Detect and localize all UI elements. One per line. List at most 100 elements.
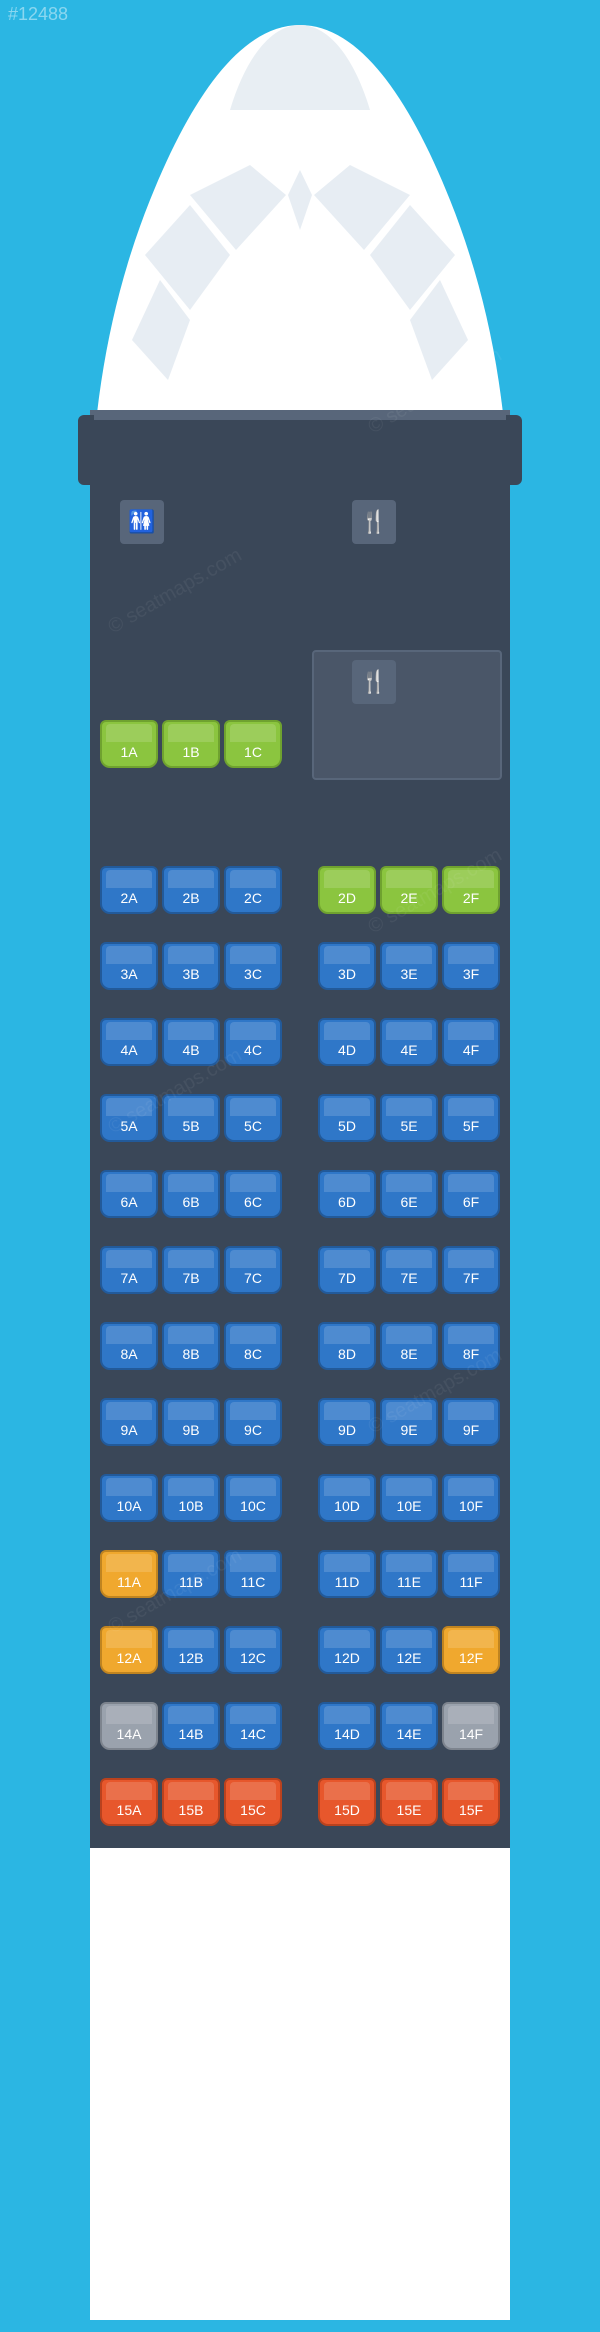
seat[interactable]: 6E xyxy=(380,1170,438,1218)
seat[interactable]: 4C xyxy=(224,1018,282,1066)
seat-label: 9E xyxy=(400,1422,417,1438)
seat[interactable]: 11D xyxy=(318,1550,376,1598)
seat[interactable]: 10E xyxy=(380,1474,438,1522)
seat[interactable]: 3C xyxy=(224,942,282,990)
seat[interactable]: 9B xyxy=(162,1398,220,1446)
seat[interactable]: 8A xyxy=(100,1322,158,1370)
seat[interactable]: 10B xyxy=(162,1474,220,1522)
seat[interactable]: 12D xyxy=(318,1626,376,1674)
seat[interactable]: 9E xyxy=(380,1398,438,1446)
seat[interactable]: 7D xyxy=(318,1246,376,1294)
seat[interactable]: 15A xyxy=(100,1778,158,1826)
seat[interactable]: 3E xyxy=(380,942,438,990)
seat[interactable]: 10C xyxy=(224,1474,282,1522)
seat[interactable]: 10D xyxy=(318,1474,376,1522)
seat[interactable]: 2F xyxy=(442,866,500,914)
seat-group-left: 10A 10B 10C xyxy=(100,1474,282,1522)
seat[interactable]: 4E xyxy=(380,1018,438,1066)
seat[interactable]: 7F xyxy=(442,1246,500,1294)
seat-label: 2D xyxy=(338,890,356,906)
seat[interactable]: 5E xyxy=(380,1094,438,1142)
seat[interactable]: 6D xyxy=(318,1170,376,1218)
seat[interactable]: 8D xyxy=(318,1322,376,1370)
seat[interactable]: 15E xyxy=(380,1778,438,1826)
seat-row: 14A14B14C 14D 14E14F xyxy=(90,1702,510,1760)
seat[interactable]: 15F xyxy=(442,1778,500,1826)
seat[interactable]: 9C xyxy=(224,1398,282,1446)
seat[interactable]: 1A xyxy=(100,720,158,768)
seat-label: 14D xyxy=(334,1726,360,1742)
seat[interactable]: 2A xyxy=(100,866,158,914)
seat[interactable]: 14D xyxy=(318,1702,376,1750)
seat[interactable]: 2E xyxy=(380,866,438,914)
seat[interactable]: 11E xyxy=(380,1550,438,1598)
seat-label: 5B xyxy=(182,1118,199,1134)
seat-label: 3B xyxy=(182,966,199,982)
seat[interactable]: 7C xyxy=(224,1246,282,1294)
seat[interactable]: 10A xyxy=(100,1474,158,1522)
seat-label: 3F xyxy=(463,966,479,982)
lavatory-icon: 🚻 xyxy=(120,500,164,544)
seat[interactable]: 5A xyxy=(100,1094,158,1142)
seat[interactable]: 11F xyxy=(442,1550,500,1598)
seat[interactable]: 6F xyxy=(442,1170,500,1218)
seat[interactable]: 12C xyxy=(224,1626,282,1674)
seat[interactable]: 6C xyxy=(224,1170,282,1218)
seat[interactable]: 4A xyxy=(100,1018,158,1066)
seat[interactable]: 1C xyxy=(224,720,282,768)
seat[interactable]: 8C xyxy=(224,1322,282,1370)
seat[interactable]: 12B xyxy=(162,1626,220,1674)
seat[interactable]: 6A xyxy=(100,1170,158,1218)
seat[interactable]: 2C xyxy=(224,866,282,914)
seat[interactable]: 5C xyxy=(224,1094,282,1142)
seat[interactable]: 3B xyxy=(162,942,220,990)
seat-group-right: 2D 2E2F xyxy=(318,866,500,914)
seat[interactable]: 5F xyxy=(442,1094,500,1142)
seat-label: 9A xyxy=(120,1422,137,1438)
seat[interactable]: 14C xyxy=(224,1702,282,1750)
seat[interactable]: 9A xyxy=(100,1398,158,1446)
seat[interactable]: 14A xyxy=(100,1702,158,1750)
seat[interactable]: 2B xyxy=(162,866,220,914)
seat[interactable]: 12A xyxy=(100,1626,158,1674)
seat[interactable]: 15D xyxy=(318,1778,376,1826)
seat-label: 3C xyxy=(244,966,262,982)
seat-group-left: 5A 5B 5C xyxy=(100,1094,282,1142)
seat[interactable]: 3F xyxy=(442,942,500,990)
seat[interactable]: 14B xyxy=(162,1702,220,1750)
seat-row: 4A4B4C 4D4E4F xyxy=(90,1018,510,1076)
seat-label: 10A xyxy=(117,1498,142,1514)
seat[interactable]: 14F xyxy=(442,1702,500,1750)
seat[interactable]: 1B xyxy=(162,720,220,768)
seat[interactable]: 8E xyxy=(380,1322,438,1370)
seat[interactable]: 3D xyxy=(318,942,376,990)
seat[interactable]: 4F xyxy=(442,1018,500,1066)
seat[interactable]: 12F xyxy=(442,1626,500,1674)
seat[interactable]: 3A xyxy=(100,942,158,990)
seat[interactable]: 7A xyxy=(100,1246,158,1294)
seat[interactable]: 14E xyxy=(380,1702,438,1750)
seat-label: 8D xyxy=(338,1346,356,1362)
seat[interactable]: 15B xyxy=(162,1778,220,1826)
seat[interactable]: 11C xyxy=(224,1550,282,1598)
seat[interactable]: 7E xyxy=(380,1246,438,1294)
seat[interactable]: 11A xyxy=(100,1550,158,1598)
seat[interactable]: 2D xyxy=(318,866,376,914)
seat[interactable]: 9F xyxy=(442,1398,500,1446)
seat-label: 10C xyxy=(240,1498,266,1514)
seat[interactable]: 4B xyxy=(162,1018,220,1066)
seat[interactable]: 11B xyxy=(162,1550,220,1598)
seat-row: 7A7B7C 7D7E7F xyxy=(90,1246,510,1304)
seat[interactable]: 12E xyxy=(380,1626,438,1674)
seat[interactable]: 10F xyxy=(442,1474,500,1522)
seat[interactable]: 7B xyxy=(162,1246,220,1294)
seat[interactable]: 15C xyxy=(224,1778,282,1826)
seat[interactable]: 9D xyxy=(318,1398,376,1446)
seat[interactable]: 5D xyxy=(318,1094,376,1142)
seat[interactable]: 6B xyxy=(162,1170,220,1218)
seat[interactable]: 4D xyxy=(318,1018,376,1066)
seat[interactable]: 8B xyxy=(162,1322,220,1370)
seat[interactable]: 8F xyxy=(442,1322,500,1370)
seat-group-right: 6D6E6F xyxy=(318,1170,500,1218)
seat[interactable]: 5B xyxy=(162,1094,220,1142)
